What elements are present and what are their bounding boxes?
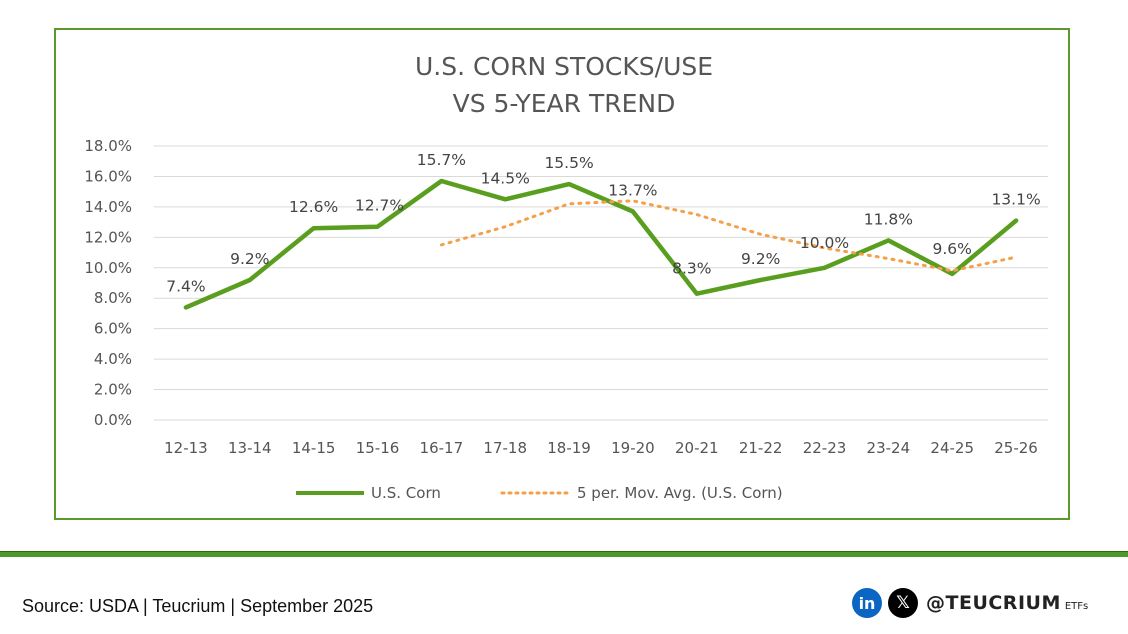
data-label: 9.2% — [230, 250, 269, 268]
gridlines — [154, 145, 1048, 421]
x-tick-label: 24-25 — [930, 439, 974, 457]
chart-title-line-2: VS 5-YEAR TREND — [453, 89, 676, 118]
data-label: 9.6% — [933, 240, 972, 258]
y-tick-label: 4.0% — [94, 350, 132, 368]
x-tick-label: 22-23 — [803, 439, 847, 457]
legend: U.S. Corn 5 per. Mov. Avg. (U.S. Corn) — [296, 484, 783, 502]
x-tick-label: 16-17 — [420, 439, 464, 457]
x-tick-label: 20-21 — [675, 439, 719, 457]
legend-label-moving-average: 5 per. Mov. Avg. (U.S. Corn) — [577, 484, 783, 502]
social-links: in 𝕏 @TEUCRIUM ETFs — [852, 586, 1088, 620]
data-label: 12.7% — [355, 197, 404, 215]
x-tick-label: 15-16 — [356, 439, 400, 457]
series-layer — [183, 178, 1019, 310]
data-label: 13.1% — [991, 191, 1040, 209]
data-labels: 7.4% 9.2% 12.6% 12.7% 15.7% 14.5% 15.5% 13.7% 8.… — [166, 151, 1040, 295]
x-tick-label: 14-15 — [292, 439, 336, 457]
data-label: 14.5% — [481, 169, 530, 187]
y-tick-label: 14.0% — [84, 198, 132, 216]
data-label: 8.3% — [672, 260, 711, 278]
x-axis-ticks: 12-13 13-14 14-15 15-16 16-17 17-18 18-19 19-20… — [164, 439, 1038, 457]
y-tick-label: 0.0% — [94, 411, 132, 429]
series-line-moving-average — [439, 199, 1018, 273]
teucrium-handle: @TEUCRIUM — [926, 592, 1061, 614]
y-tick-label: 18.0% — [84, 137, 132, 155]
data-label: 13.7% — [608, 181, 657, 199]
x-tick-label: 19-20 — [611, 439, 655, 457]
legend-label-us-corn: U.S. Corn — [371, 484, 441, 502]
y-tick-label: 8.0% — [94, 289, 132, 307]
data-label: 10.0% — [800, 234, 849, 252]
x-tick-label: 21-22 — [739, 439, 783, 457]
footer-divider — [0, 551, 1128, 557]
line-chart: U.S. CORN STOCKS/USE VS 5-YEAR TREND 0.0… — [84, 52, 1048, 502]
etfs-suffix: ETFs — [1064, 600, 1089, 612]
x-tick-label: 23-24 — [867, 439, 911, 457]
data-label: 12.6% — [289, 198, 338, 216]
y-tick-label: 10.0% — [84, 259, 132, 277]
y-tick-label: 6.0% — [94, 320, 132, 338]
x-icon[interactable]: 𝕏 — [888, 588, 918, 618]
x-tick-label: 12-13 — [164, 439, 208, 457]
data-label: 15.7% — [417, 151, 466, 169]
x-tick-label: 17-18 — [483, 439, 527, 457]
y-tick-label: 2.0% — [94, 381, 132, 399]
series-line-us-corn — [183, 178, 1019, 310]
data-label: 11.8% — [864, 210, 913, 228]
x-tick-label: 25-26 — [994, 439, 1038, 457]
x-tick-label: 18-19 — [547, 439, 591, 457]
data-label: 15.5% — [544, 154, 593, 172]
y-tick-label: 16.0% — [84, 167, 132, 185]
data-label: 7.4% — [166, 277, 205, 295]
y-tick-label: 12.0% — [84, 228, 132, 246]
y-axis-ticks: 0.0% 2.0% 4.0% 6.0% 8.0% 10.0% 12.0% 14.0% 16.0%… — [84, 137, 132, 429]
x-tick-label: 13-14 — [228, 439, 272, 457]
linkedin-icon[interactable]: in — [852, 588, 882, 618]
chart-title-line-1: U.S. CORN STOCKS/USE — [415, 52, 713, 81]
chart-frame: U.S. CORN STOCKS/USE VS 5-YEAR TREND 0.0… — [54, 28, 1070, 520]
source-caption: Source: USDA | Teucrium | September 2025 — [22, 596, 374, 616]
data-label: 9.2% — [741, 250, 780, 268]
